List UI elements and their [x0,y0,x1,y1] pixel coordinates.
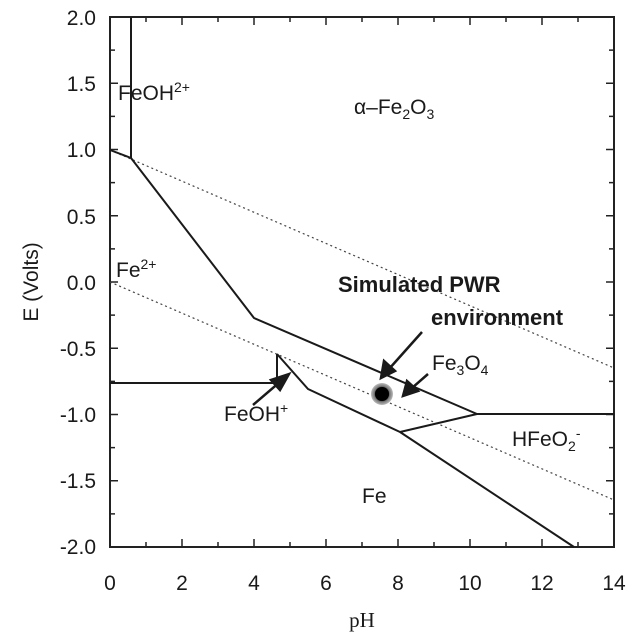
region-label-fe2o3: α–Fe2O3 [354,96,434,122]
boundary-feoh-upper [110,354,278,384]
y-tick-0.0: 0.0 [67,272,96,295]
annotation-line2: environment [431,305,564,330]
region-label-feoh: FeOH+ [224,400,288,426]
region-label-fe3o4: Fe3O4 [432,352,489,378]
arrow-fe3o4-head [401,378,421,398]
y-tick-1.0: 1.0 [67,139,96,162]
x-tick-2: 2 [176,572,188,595]
y-tick-neg0.5: -0.5 [60,338,96,361]
x-axis-label: pH [349,608,375,632]
arrow-feoh-head [268,371,292,393]
y-tick-1.5: 1.5 [67,73,96,96]
region-label-fe: Fe [362,485,387,508]
x-tick-10: 10 [458,572,481,595]
y-tick-labels: 2.0 1.5 1.0 0.5 0.0 -0.5 -1.0 -1.5 -2.0 [60,7,96,559]
y-tick-2.0: 2.0 [67,7,96,30]
annotation-line1: Simulated PWR [338,272,501,297]
arrow-fe3o4-line [411,373,429,389]
region-label-feoh2: FeOH2+ [118,79,190,105]
arrow-pwr-line [388,331,423,370]
water-reduction-line [109,281,615,501]
pwr-environment-point-core [375,387,389,401]
x-tick-6: 6 [320,572,332,595]
water-oxidation-line [109,149,615,369]
region-label-hfeo2: HFeO2- [512,425,581,454]
x-tick-labels: 0 2 4 6 8 10 12 14 [104,572,626,595]
y-tick-neg1.0: -1.0 [60,404,96,427]
y-tick-neg2.0: -2.0 [60,536,96,559]
boundary-hfeo2 [399,413,478,433]
y-tick-0.5: 0.5 [67,206,96,229]
x-tick-0: 0 [104,572,116,595]
region-label-fe2: Fe2+ [116,256,156,282]
x-tick-4: 4 [248,572,260,595]
x-tick-14: 14 [602,572,626,595]
x-tick-8: 8 [392,572,404,595]
y-tick-neg1.5: -1.5 [60,470,96,493]
y-tick-marks [110,16,614,548]
boundary-fe-upper [276,353,575,548]
x-tick-12: 12 [530,572,553,595]
arrow-pwr-head [379,358,398,381]
y-axis-label: E (Volts) [20,242,43,321]
boundary-oxide-upper [109,149,614,415]
x-tick-marks [109,17,615,547]
